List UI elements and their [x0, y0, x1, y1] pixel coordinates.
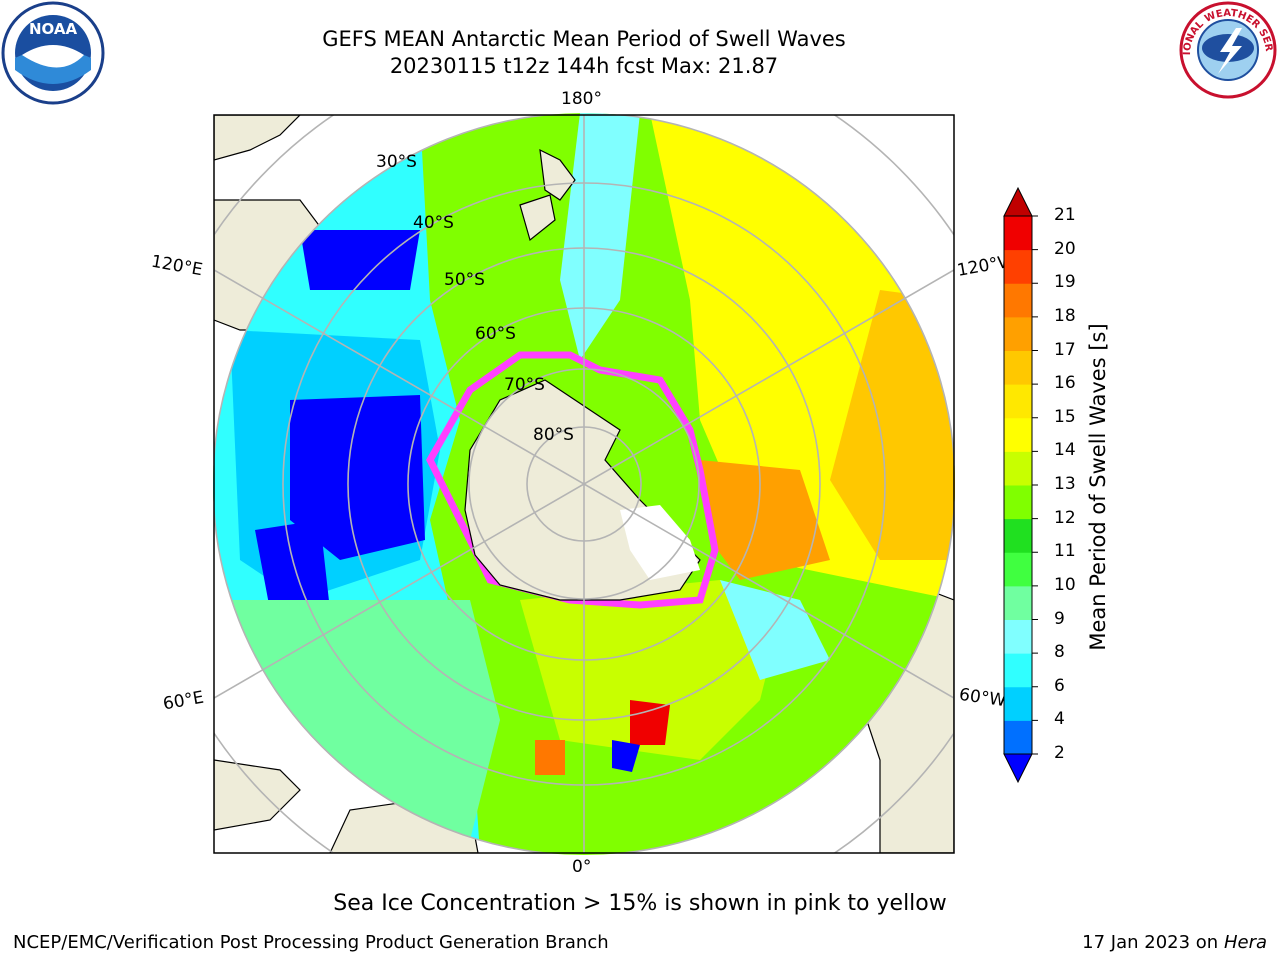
colorbar-extend-min	[1003, 753, 1033, 784]
lat-label-30s: 30°S	[376, 152, 417, 172]
footer-right: 17 Jan 2023 on Hera	[1082, 932, 1267, 953]
title-line-1: GEFS MEAN Antarctic Mean Period of Swell…	[322, 27, 846, 51]
colorbar-tick-label: 18	[1054, 305, 1076, 326]
colorbar-tick-label: 11	[1054, 541, 1076, 562]
lat-label-60s: 60°S	[475, 324, 516, 344]
lon-label-0: 0°	[572, 857, 592, 877]
colorbar-tick-label: 16	[1054, 373, 1076, 394]
colorbar-extend-max	[1003, 186, 1033, 217]
colorbar-band	[1004, 552, 1032, 587]
colorbar-band	[1004, 216, 1032, 251]
colorbar-tick-label: 19	[1054, 272, 1076, 293]
colorbar-tick-label: 20	[1054, 238, 1076, 259]
colorbar-band	[1004, 518, 1032, 553]
lat-label-80s: 80°S	[533, 425, 574, 445]
footer-system: Hera	[1223, 932, 1267, 953]
lat-label-50s: 50°S	[444, 270, 485, 290]
new-zealand	[519, 148, 576, 242]
colorbar-band	[1004, 316, 1032, 351]
colorbar-tick-label: 12	[1054, 507, 1076, 528]
nws-logo: NATIONAL WEATHER SERVICE	[1176, 0, 1277, 99]
colorbar-band	[1004, 619, 1032, 654]
colorbar-tick-label: 9	[1054, 608, 1065, 629]
lat-label-40s: 40°S	[413, 213, 454, 233]
colorbar-tick-label: 4	[1054, 709, 1065, 730]
ice-shelf	[620, 505, 700, 580]
title-line-2: 20230115 t12z 144h fcst Max: 21.87	[389, 54, 779, 78]
colorbar-tick-label: 10	[1054, 574, 1076, 595]
noaa-logo: NOAA	[1, 1, 105, 105]
colorbar-band	[1004, 585, 1032, 620]
graticule	[214, 115, 954, 853]
noaa-logo-text: NOAA	[29, 20, 78, 38]
lat-label-70s: 70°S	[504, 375, 545, 395]
colorbar-band	[1004, 384, 1032, 419]
footer-left: NCEP/EMC/Verification Post Processing Pr…	[13, 932, 609, 953]
colorbar-tick-label: 21	[1054, 205, 1076, 225]
colorbar-tick-label: 14	[1054, 440, 1076, 461]
colorbar-tick-label: 2	[1054, 743, 1065, 763]
colorbar-tick-label: 17	[1054, 339, 1076, 360]
colorbar-tick-label: 15	[1054, 406, 1076, 427]
lon-label-180: 180°	[561, 89, 602, 109]
colorbar-band	[1004, 283, 1032, 318]
colorbar-band	[1004, 350, 1032, 385]
colorbar-band	[1004, 653, 1032, 688]
colorbar	[1003, 186, 1038, 784]
colorbar-band	[1004, 720, 1032, 755]
colorbar-tick-label: 6	[1054, 675, 1065, 696]
colorbar-band	[1004, 485, 1032, 520]
colorbar-tick-label: 13	[1054, 474, 1076, 494]
colorbar-band	[1004, 249, 1032, 284]
colorbar-label: Mean Period of Swell Waves [s]	[1086, 323, 1110, 651]
sea-ice-caption: Sea Ice Concentration > 15% is shown in …	[333, 891, 947, 916]
colorbar-band	[1004, 451, 1032, 486]
colorbar-tick-label: 8	[1054, 642, 1065, 663]
colorbar-band	[1004, 417, 1032, 452]
footer-date: 17 Jan 2023 on	[1082, 932, 1224, 953]
colorbar-band	[1004, 686, 1032, 721]
map-frame	[213, 114, 955, 854]
